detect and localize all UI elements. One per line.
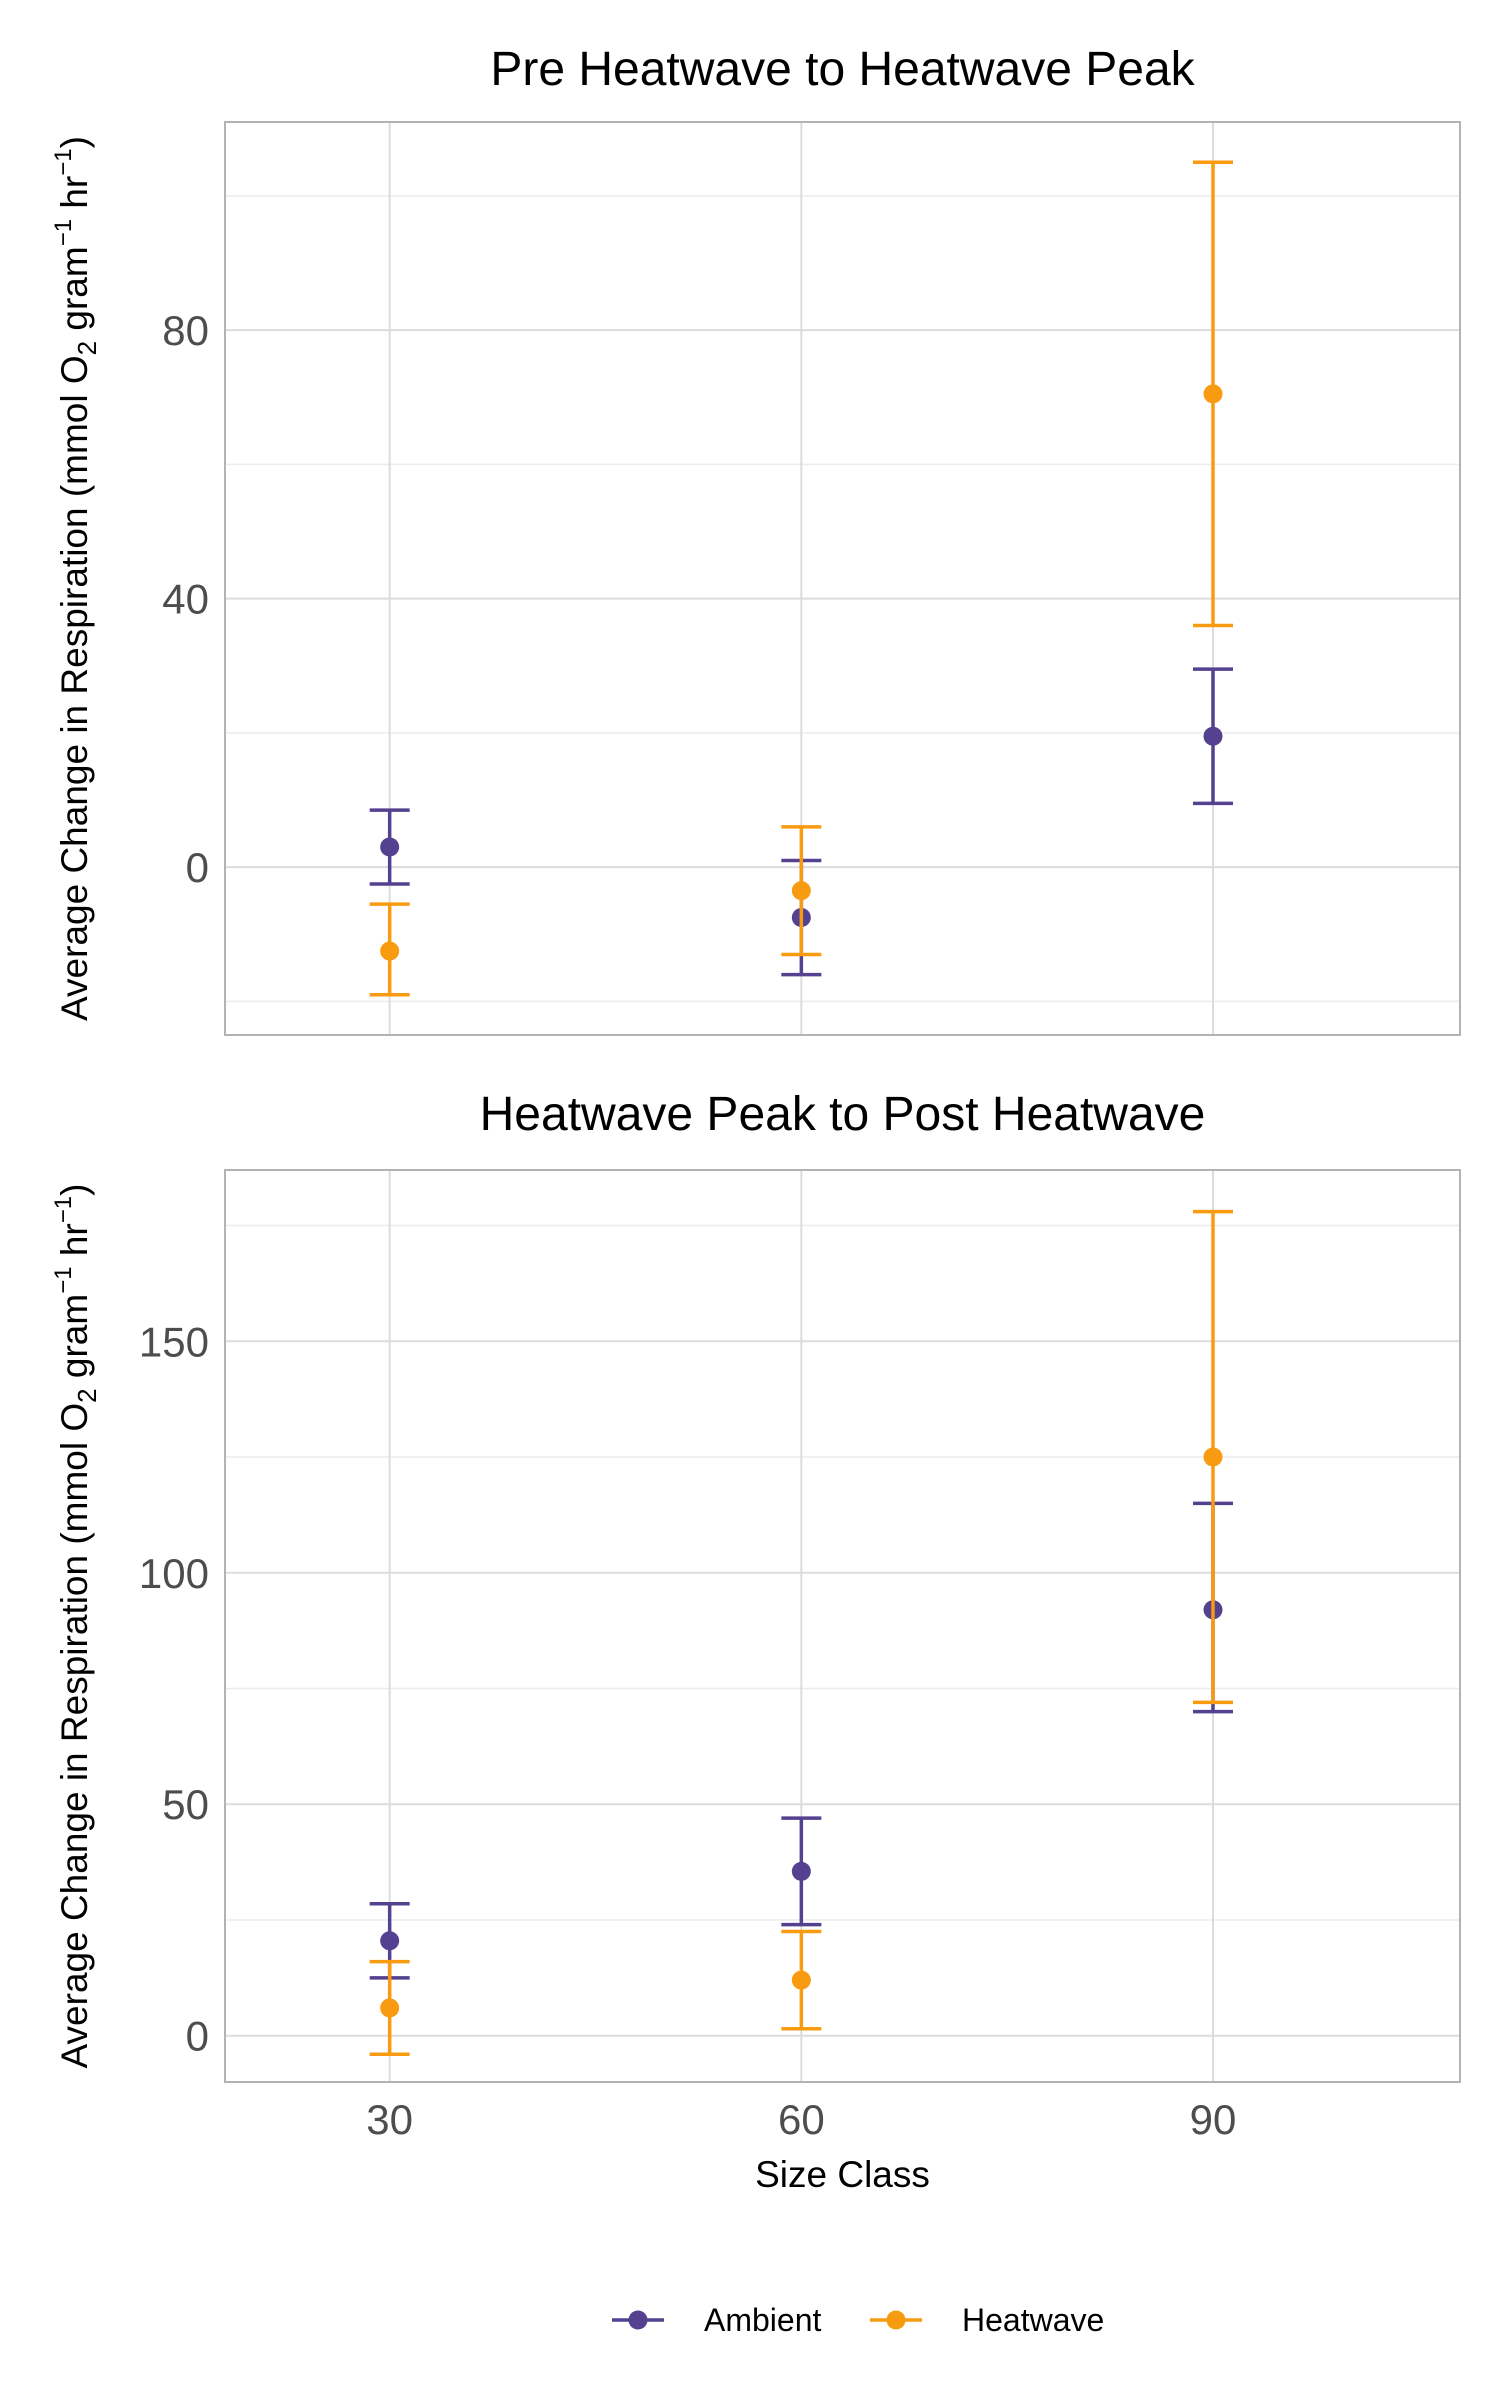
legend-item-ambient: Ambient <box>612 2302 822 2338</box>
data-point <box>380 1931 400 1951</box>
data-point <box>1203 384 1223 404</box>
data-point <box>791 881 811 901</box>
x-tick-label: 60 <box>778 2096 825 2143</box>
x-tick-label: 30 <box>366 2096 413 2143</box>
y-tick-label: 80 <box>162 307 209 354</box>
series-ambient <box>369 667 1233 977</box>
data-point <box>380 837 400 857</box>
data-point <box>1203 726 1223 746</box>
data-point <box>791 1970 811 1990</box>
y-tick-label: 100 <box>139 1550 209 1597</box>
series-heatwave <box>369 160 1233 997</box>
y-tick-label: 0 <box>186 844 209 891</box>
y-tick-label: 0 <box>186 2013 209 2060</box>
data-point <box>1203 1447 1223 1467</box>
data-point <box>380 1998 400 2018</box>
panel-border <box>224 121 1461 1036</box>
series-heatwave <box>369 1209 1233 2056</box>
legend-label: Heatwave <box>962 2302 1104 2338</box>
panel-title: Pre Heatwave to Heatwave Peak <box>490 43 1195 96</box>
chart-panel-1: Pre Heatwave to Heatwave Peak 0 40 80 Averag… <box>50 43 1461 1036</box>
panel-title: Heatwave Peak to Post Heatwave <box>480 1088 1206 1141</box>
legend: Ambient Heatwave <box>612 2302 1104 2338</box>
y-tick-label: 150 <box>139 1318 209 1365</box>
y-tick-label: 40 <box>162 576 209 623</box>
chart-panel-2: Heatwave Peak to Post Heatwave 0 50 100 150 A… <box>50 1088 1461 2195</box>
legend-key-point <box>628 2310 648 2330</box>
legend-item-heatwave: Heatwave <box>870 2302 1104 2338</box>
x-tick-label: 90 <box>1190 2096 1237 2143</box>
y-tick-label: 50 <box>162 1781 209 1828</box>
panel-border <box>224 1169 1461 2083</box>
legend-label: Ambient <box>704 2302 822 2338</box>
y-axis-title: Average Change in Respiration (mmol O2 g… <box>50 136 102 1021</box>
data-point <box>791 1861 811 1881</box>
data-point <box>380 941 400 961</box>
x-axis-title: Size Class <box>755 2154 930 2195</box>
legend-key-point <box>886 2310 906 2330</box>
y-axis-title: Average Change in Respiration (mmol O2 g… <box>50 1184 102 2069</box>
